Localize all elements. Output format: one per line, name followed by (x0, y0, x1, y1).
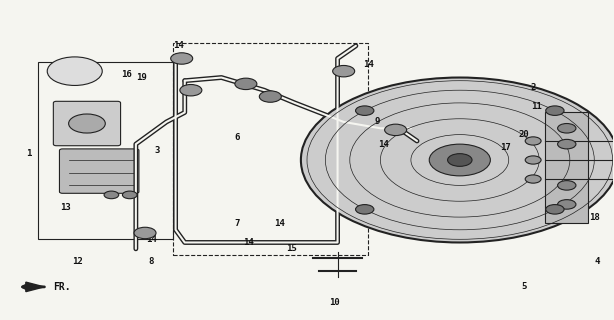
Text: 17: 17 (500, 143, 511, 152)
Text: 10: 10 (329, 298, 340, 307)
Circle shape (171, 53, 193, 64)
Text: 15: 15 (286, 244, 297, 253)
FancyBboxPatch shape (53, 101, 120, 146)
Text: 12: 12 (72, 257, 83, 266)
Circle shape (122, 191, 137, 199)
Bar (545, 112, 588, 223)
Text: 18: 18 (589, 212, 600, 222)
Circle shape (448, 154, 472, 166)
Circle shape (546, 106, 564, 116)
Text: 2: 2 (530, 83, 536, 92)
Text: 19: 19 (136, 73, 147, 82)
Text: 20: 20 (519, 130, 529, 139)
Text: 14: 14 (244, 238, 254, 247)
Text: 11: 11 (531, 101, 542, 111)
Circle shape (134, 227, 156, 239)
Circle shape (259, 91, 281, 102)
Text: 16: 16 (122, 70, 132, 79)
Text: 6: 6 (234, 133, 239, 142)
Text: FR.: FR. (53, 282, 71, 292)
Circle shape (525, 137, 541, 145)
Circle shape (558, 200, 576, 209)
Text: 8: 8 (149, 257, 154, 266)
Circle shape (384, 124, 406, 136)
Circle shape (180, 84, 202, 96)
Circle shape (69, 114, 105, 133)
Circle shape (356, 204, 374, 214)
Circle shape (356, 106, 374, 116)
Text: 5: 5 (521, 282, 527, 292)
Text: 14: 14 (173, 41, 184, 50)
Text: 1: 1 (26, 149, 31, 158)
Polygon shape (26, 282, 44, 292)
Circle shape (558, 180, 576, 190)
Circle shape (558, 124, 576, 133)
Circle shape (301, 77, 614, 243)
Circle shape (525, 156, 541, 164)
Text: 14: 14 (363, 60, 373, 69)
Text: 4: 4 (594, 257, 600, 266)
Circle shape (429, 144, 491, 176)
Text: 14: 14 (146, 235, 157, 244)
Text: 9: 9 (375, 117, 380, 126)
Circle shape (558, 140, 576, 149)
Bar (38, 62, 173, 239)
Text: 13: 13 (60, 203, 71, 212)
Circle shape (104, 191, 119, 199)
Text: 14: 14 (378, 140, 389, 148)
Text: 14: 14 (274, 219, 285, 228)
Circle shape (47, 57, 103, 85)
Text: 3: 3 (155, 146, 160, 155)
Circle shape (235, 78, 257, 90)
Circle shape (525, 175, 541, 183)
Circle shape (546, 204, 564, 214)
Bar (173, 43, 368, 255)
Circle shape (333, 66, 355, 77)
Text: 7: 7 (234, 219, 239, 228)
FancyBboxPatch shape (60, 149, 139, 193)
